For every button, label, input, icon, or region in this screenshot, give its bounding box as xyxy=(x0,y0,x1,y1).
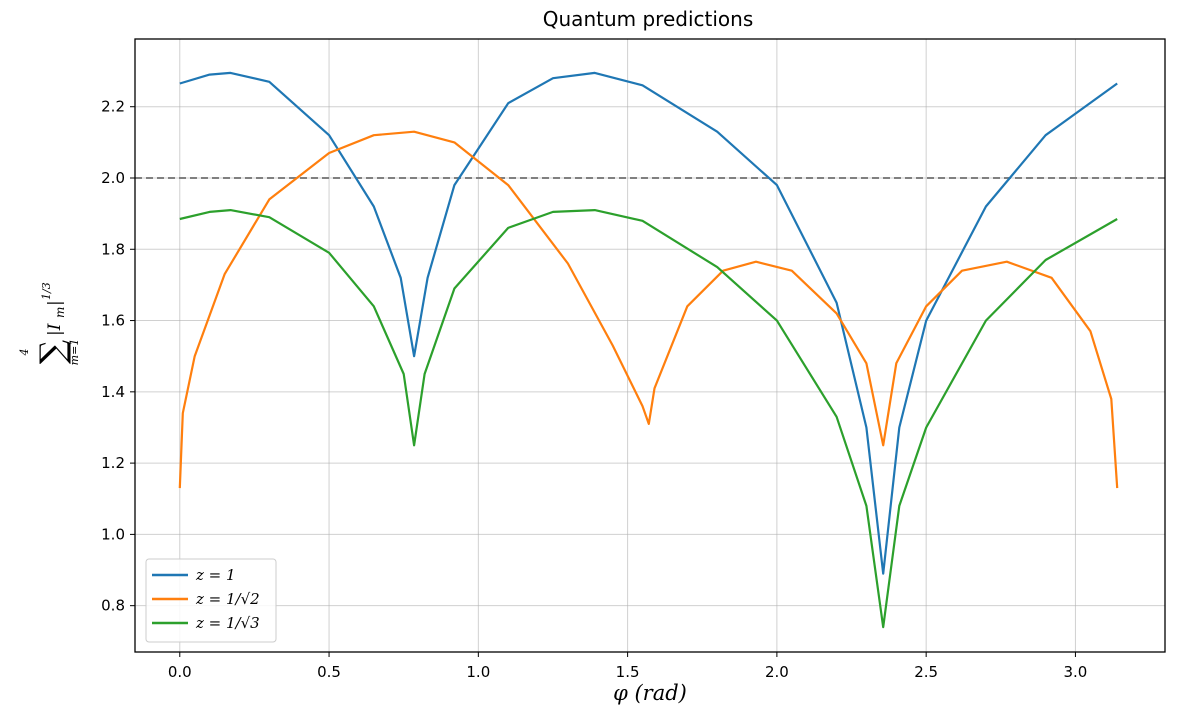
y-axis-label-subscript: m xyxy=(53,307,67,318)
y-tick-label: 0.8 xyxy=(101,597,125,615)
chart-title: Quantum predictions xyxy=(543,7,753,31)
y-axis-label-sum-upper: 4 xyxy=(18,349,31,357)
y-tick-label: 2.0 xyxy=(101,169,125,187)
x-tick-label: 2.0 xyxy=(765,663,789,681)
y-tick-label: 2.2 xyxy=(101,98,125,116)
x-axis-label: φ (rad) xyxy=(613,681,687,705)
y-axis-label-close: | xyxy=(45,300,65,306)
series-line-3 xyxy=(179,209,1118,629)
legend-label: z = 1/√2 xyxy=(195,590,260,608)
legend: z = 1 z = 1/√2 z = 1/√3 xyxy=(145,558,277,643)
y-tick-label: 1.0 xyxy=(101,525,125,543)
x-tick-label: 0.5 xyxy=(317,663,341,681)
plot-area-frame xyxy=(134,38,1166,653)
y-axis-label-body: |I xyxy=(45,323,65,336)
x-tick-label: 3.0 xyxy=(1064,663,1088,681)
y-axis-ticks: 0.8 1.0 1.2 1.4 1.6 1.8 2.0 2.2 xyxy=(101,98,135,615)
series-layer xyxy=(178,71,1119,629)
x-tick-label: 0.0 xyxy=(168,663,192,681)
y-axis-label-exponent: 1/3 xyxy=(40,282,53,300)
y-axis-label-sum-symbol: ∑ xyxy=(33,340,73,364)
y-tick-label: 1.8 xyxy=(101,240,125,258)
legend-label: z = 1 xyxy=(195,566,236,584)
series-line-2 xyxy=(178,130,1119,489)
x-axis-ticks: 0.0 0.5 1.0 1.5 2.0 2.5 3.0 xyxy=(168,652,1088,681)
y-axis-label: 4 ∑ m=1 |I m | 1/3 xyxy=(18,282,81,365)
y-tick-label: 1.4 xyxy=(101,383,125,401)
x-tick-label: 1.0 xyxy=(466,663,490,681)
grid xyxy=(135,39,1165,652)
legend-label: z = 1/√3 xyxy=(195,614,260,632)
legend-box xyxy=(145,558,277,643)
x-tick-label: 2.5 xyxy=(914,663,938,681)
y-tick-label: 1.2 xyxy=(101,454,125,472)
y-tick-label: 1.6 xyxy=(101,312,125,330)
x-tick-label: 1.5 xyxy=(616,663,640,681)
legend-items: z = 1 z = 1/√2 z = 1/√3 xyxy=(152,566,260,632)
y-axis-label-sum-lower: m=1 xyxy=(68,339,81,366)
series-line-1 xyxy=(179,71,1118,575)
